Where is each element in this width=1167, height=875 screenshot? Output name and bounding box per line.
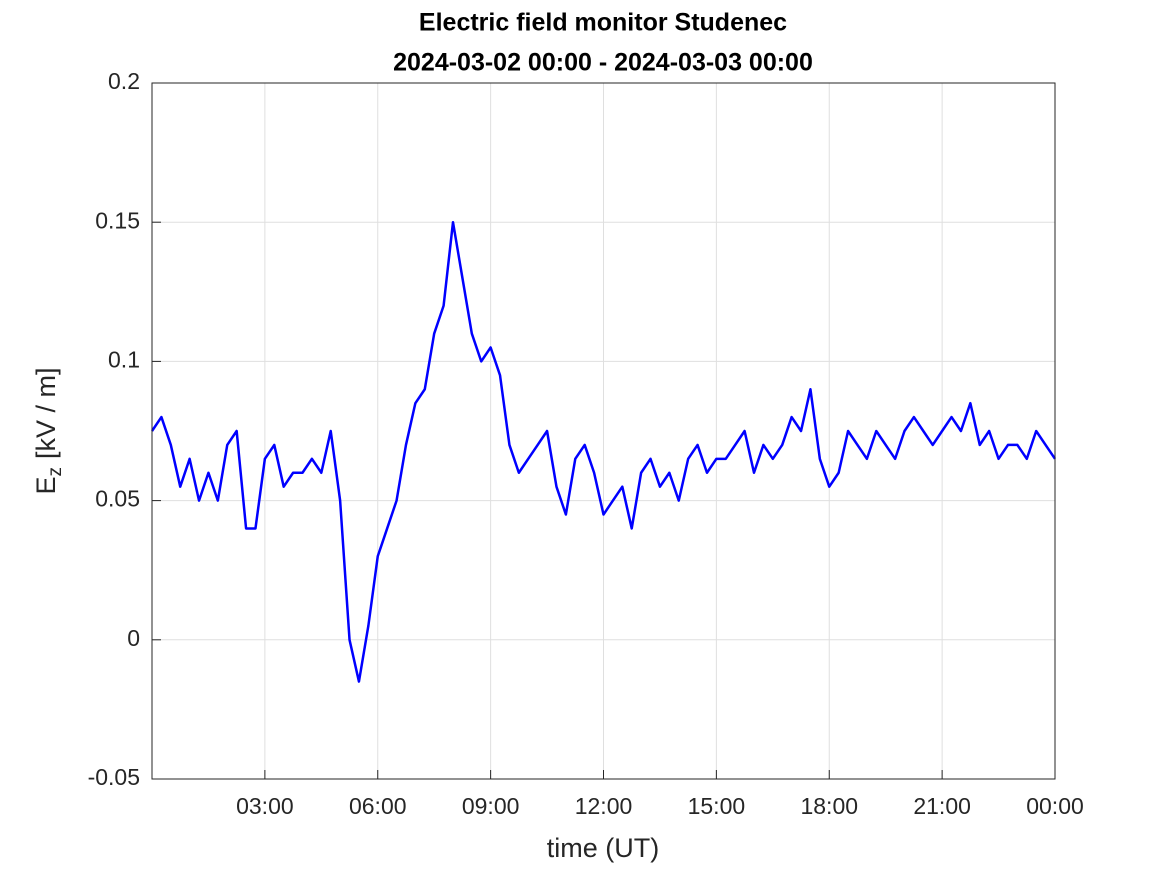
x-tick-label: 06:00 xyxy=(349,793,407,819)
y-tick-label: 0.2 xyxy=(108,68,140,94)
x-tick-label: 09:00 xyxy=(462,793,520,819)
chart-subtitle: 2024-03-02 00:00 - 2024-03-03 00:00 xyxy=(393,49,813,77)
x-tick-label: 03:00 xyxy=(236,793,294,819)
y-tick-label: 0.05 xyxy=(95,486,140,512)
y-tick-label: 0 xyxy=(127,625,140,651)
y-tick-label: 0.1 xyxy=(108,346,140,372)
y-axis-label: Ez [kV / m] xyxy=(31,367,66,494)
x-tick-label: 15:00 xyxy=(688,793,746,819)
y-tick-label: -0.05 xyxy=(88,764,140,790)
y-label-unit: [kV / m] xyxy=(31,367,61,459)
axes-box xyxy=(151,82,1056,780)
chart-title: Electric field monitor Studenec xyxy=(419,9,787,37)
x-tick-label: 18:00 xyxy=(800,793,858,819)
x-tick-label: 00:00 xyxy=(1026,793,1084,819)
x-axis-label: time (UT) xyxy=(547,833,659,863)
y-label-subscript: z xyxy=(45,467,66,477)
x-tick-label: 21:00 xyxy=(913,793,971,819)
y-tick-label: 0.15 xyxy=(95,207,140,233)
y-label-symbol: E xyxy=(31,477,61,495)
data-line xyxy=(150,220,1057,683)
x-tick-label: 12:00 xyxy=(575,793,633,819)
